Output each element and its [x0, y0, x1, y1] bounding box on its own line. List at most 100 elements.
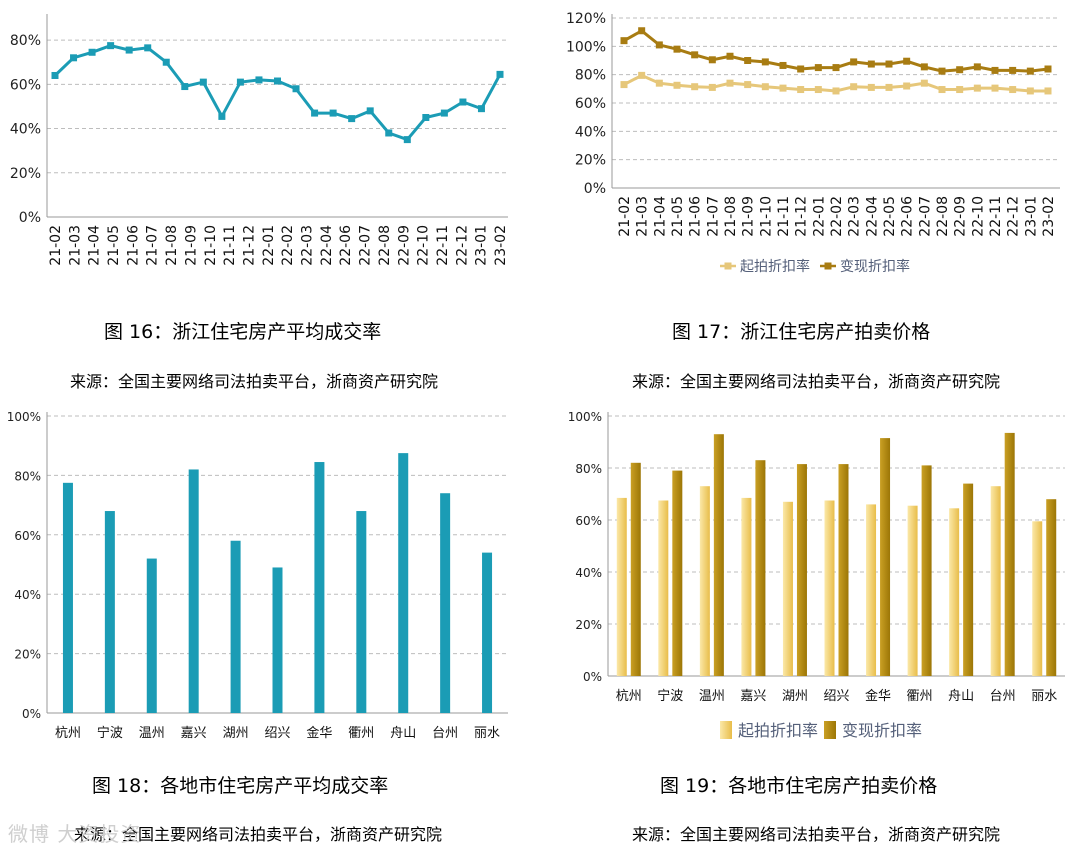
x-tick-label: 22-10	[416, 225, 432, 266]
x-tick-label: 21-06	[125, 225, 141, 266]
data-point	[867, 83, 875, 91]
x-tick-label: 22-11	[435, 225, 451, 266]
x-tick-label: 22-02	[280, 225, 296, 266]
data-point	[814, 86, 822, 94]
y-tick-label: 0%	[19, 210, 41, 226]
x-tick-label: 衢州	[907, 689, 933, 704]
x-tick-label: 21-05	[106, 225, 122, 266]
data-point	[850, 83, 858, 91]
bar	[658, 500, 669, 676]
x-tick-label: 舟山	[390, 726, 416, 741]
y-tick-label: 100%	[566, 39, 606, 55]
data-point	[920, 63, 928, 71]
x-tick-label: 21-03	[635, 196, 651, 237]
data-point	[329, 109, 337, 117]
x-tick-label: 绍兴	[264, 726, 290, 741]
bar	[62, 482, 73, 713]
x-tick-label: 21-12	[241, 225, 257, 266]
series-line-1	[53, 44, 502, 142]
data-point	[1044, 87, 1052, 95]
data-point	[973, 63, 981, 71]
bar	[741, 497, 752, 676]
x-tick-label: 21-08	[723, 196, 739, 237]
x-tick-label: 宁波	[97, 725, 123, 741]
y-tick-label: 60%	[14, 529, 41, 543]
x-tick-label: 21-09	[183, 225, 199, 266]
x-tick-label: 22-03	[847, 196, 863, 237]
bar	[356, 511, 367, 713]
data-point	[107, 42, 115, 50]
x-tick-label: 21-04	[652, 196, 668, 237]
bar	[713, 434, 724, 676]
x-tick-label: 台州	[432, 726, 458, 741]
data-point	[708, 83, 716, 91]
data-point	[125, 46, 133, 54]
y-tick-label: 40%	[575, 124, 606, 140]
x-tick-label: 22-09	[953, 196, 969, 237]
x-tick-label: 嘉兴	[740, 689, 766, 704]
legend-label: 变现折扣率	[840, 258, 910, 275]
x-tick-label: 杭州	[616, 689, 642, 704]
data-point	[1009, 66, 1017, 74]
chart-16-caption: 图 16：浙江住宅房产平均成交率	[104, 321, 382, 343]
data-point	[1026, 67, 1034, 75]
x-tick-label: 21-07	[705, 196, 721, 237]
data-point	[292, 85, 300, 93]
data-point	[1009, 86, 1017, 94]
data-point	[991, 84, 999, 92]
bar	[963, 483, 974, 676]
data-point	[885, 60, 893, 68]
x-tick-label: 22-07	[917, 196, 933, 237]
x-tick-label: 23-02	[493, 225, 509, 266]
bar	[272, 567, 283, 713]
chart-19-caption: 图 19：各地市住宅房产拍卖价格	[660, 775, 938, 797]
chart-17-zhejiang-auction-price: 0%20%40%60%80%100%120%21-02 21-03 21-04 21-…	[566, 11, 1060, 275]
data-point	[691, 83, 699, 91]
legend-label: 起拍折扣率	[738, 721, 818, 740]
data-point	[88, 48, 96, 56]
bar	[146, 558, 157, 713]
x-tick-label: 21-02	[617, 196, 633, 237]
data-point	[51, 71, 59, 79]
data-point	[850, 58, 858, 66]
x-tick-label: 丽水	[474, 726, 500, 741]
x-tick-label: 杭州	[55, 726, 81, 741]
x-tick-label: 21-11	[222, 225, 238, 266]
bar	[104, 511, 115, 713]
x-tick-label: 衢州	[348, 726, 374, 741]
data-point	[797, 65, 805, 73]
bar	[230, 540, 241, 713]
data-point	[348, 115, 356, 123]
x-tick-label: 21-02	[48, 225, 64, 266]
y-tick-label: 80%	[10, 33, 41, 49]
legend-label: 变现折扣率	[842, 721, 922, 740]
data-point	[70, 54, 78, 62]
x-tick-label: 21-03	[67, 225, 83, 266]
data-point	[385, 129, 393, 137]
data-point	[255, 76, 263, 84]
data-point	[366, 107, 374, 115]
data-point	[814, 64, 822, 72]
data-point	[1026, 87, 1034, 95]
bar	[782, 501, 793, 676]
data-point	[956, 66, 964, 74]
bar	[866, 504, 877, 676]
data-point	[199, 78, 207, 86]
x-tick-label: 丽水	[1031, 689, 1057, 704]
y-tick-label: 20%	[14, 648, 41, 662]
data-point	[761, 83, 769, 91]
bar	[672, 470, 683, 676]
bar	[880, 438, 891, 676]
watermark-text: 微博 大资投资	[8, 822, 142, 846]
x-tick-label: 21-10	[758, 196, 774, 237]
chart-19-source: 来源：全国主要网络司法拍卖平台，浙商资产研究院	[632, 825, 1001, 844]
data-point	[162, 58, 170, 66]
x-tick-label: 22-08	[935, 196, 951, 237]
x-tick-label: 舟山	[948, 689, 974, 704]
y-tick-label: 0%	[22, 707, 41, 721]
bar	[1046, 499, 1057, 676]
data-point	[459, 98, 467, 106]
data-point	[422, 114, 430, 121]
y-tick-label: 20%	[575, 618, 602, 632]
data-point	[991, 66, 999, 74]
